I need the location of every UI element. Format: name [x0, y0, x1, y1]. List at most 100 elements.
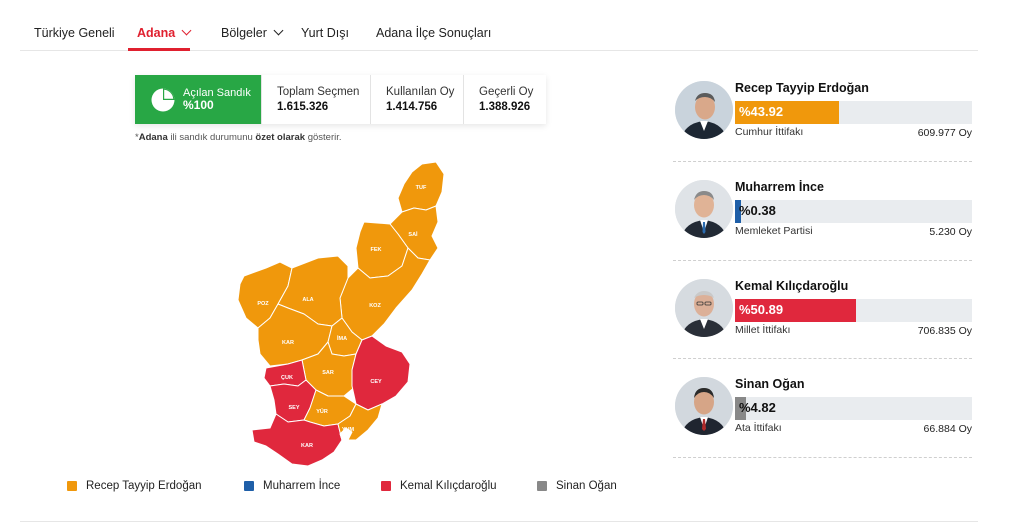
bottom-divider: [20, 521, 978, 522]
nav-tab-bolgeler-label: Bölgeler: [221, 26, 267, 40]
vote-bar-fill: [735, 299, 856, 322]
candidate-name: Sinan Oğan: [735, 377, 805, 391]
note-suffix: gösterir.: [305, 132, 342, 143]
note-emphasis: özet olarak: [255, 132, 306, 143]
person-silhouette-icon: [675, 279, 733, 337]
candidate-card[interactable]: Kemal Kılıçdaroğlu %50.89 Millet İttifak…: [673, 279, 972, 367]
candidate-divider: [673, 161, 972, 162]
legend-swatch: [67, 481, 77, 491]
stats-box: Açılan Sandık %100 Toplam Seçmen 1.615.3…: [135, 75, 546, 124]
candidate-alliance: Millet İttifakı: [735, 324, 791, 336]
vote-bar: %4.82: [735, 397, 972, 420]
vote-bar-fill: [735, 101, 839, 124]
vote-bar: %43.92: [735, 101, 972, 124]
total-voters-stat: Toplam Seçmen 1.615.326: [261, 75, 370, 124]
district-label: SEY: [288, 405, 299, 411]
candidate-alliance: Memleket Partisi: [735, 225, 813, 237]
person-silhouette-icon: [675, 81, 733, 139]
total-voters-label: Toplam Seçmen: [277, 86, 360, 98]
vote-percent: %0.38: [739, 203, 776, 218]
candidate-alliance: Ata İttifakı: [735, 422, 782, 434]
used-votes-stat: Kullanılan Oy 1.414.756: [370, 75, 463, 124]
total-voters-value: 1.615.326: [277, 101, 329, 113]
used-votes-label: Kullanılan Oy: [386, 86, 455, 98]
district-label: KAR: [282, 340, 294, 346]
district-label: TUF: [416, 185, 427, 191]
legend-swatch: [244, 481, 254, 491]
vote-bar-fill: [735, 200, 741, 223]
legend-label: Recep Tayyip Erdoğan: [86, 480, 202, 492]
legend-swatch: [381, 481, 391, 491]
active-tab-indicator: [128, 48, 190, 51]
legend-swatch: [537, 481, 547, 491]
district-label: SAİ: [408, 231, 418, 238]
candidate-name: Recep Tayyip Erdoğan: [735, 81, 869, 95]
legend-item-ince: Muharrem İnce: [244, 480, 340, 492]
vote-bar: %50.89: [735, 299, 972, 322]
district-label: ALA: [302, 297, 313, 303]
avatar: [675, 81, 733, 139]
district-label: ÇUK: [281, 375, 293, 381]
vote-percent: %50.89: [739, 302, 784, 317]
candidate-votes: 66.884 Oy: [923, 423, 972, 435]
vote-bar: %0.38: [735, 200, 972, 223]
district-label: YUM: [342, 427, 355, 433]
chevron-down-icon: [181, 25, 192, 36]
legend-label: Kemal Kılıçdaroğlu: [400, 480, 497, 492]
nav-tab-bolgeler[interactable]: Bölgeler: [221, 25, 284, 40]
valid-votes-value: 1.388.926: [479, 101, 531, 113]
pie-chart-icon: [151, 88, 175, 111]
opened-box-value: %100: [183, 98, 214, 112]
note-middle: ili sandık durumunu: [167, 132, 256, 143]
district-label: KOZ: [369, 303, 381, 309]
legend-item-kilicdaroglu: Kemal Kılıçdaroğlu: [381, 480, 497, 492]
legend-label: Muharrem İnce: [263, 480, 341, 492]
district-ceyhan[interactable]: [351, 335, 411, 411]
person-silhouette-icon: [675, 180, 733, 238]
district-label: CEY: [370, 379, 382, 385]
district-label: SAR: [322, 370, 334, 376]
adana-district-map: TUF SAİ FEK POZ ALA KOZ KAR İMA ÇUK SAR …: [237, 161, 445, 467]
district-label: YÜR: [316, 408, 328, 415]
candidate-votes: 706.835 Oy: [917, 325, 972, 337]
avatar: [675, 180, 733, 238]
district-label: KAR: [301, 443, 313, 449]
opened-box-label: Açılan Sandık: [183, 87, 251, 99]
candidate-alliance: Cumhur İttifakı: [735, 126, 804, 138]
district-label: POZ: [257, 301, 269, 307]
district-label: İMA: [337, 335, 347, 342]
nav-tab-adana[interactable]: Adana: [137, 25, 192, 40]
avatar: [675, 377, 733, 435]
candidate-divider: [673, 358, 972, 359]
chevron-down-icon: [273, 25, 284, 36]
used-votes-value: 1.414.756: [386, 101, 438, 113]
vote-bar-fill: [735, 397, 746, 420]
nav-tab-turkiye[interactable]: Türkiye Geneli: [34, 26, 115, 40]
legend-item-ogan: Sinan Oğan: [537, 480, 617, 492]
note-prefix: *: [135, 132, 139, 143]
candidate-votes: 5.230 Oy: [929, 226, 972, 238]
nav-tab-ilce-sonuclari[interactable]: Adana İlçe Sonuçları: [376, 26, 492, 40]
vote-percent: %43.92: [739, 104, 784, 119]
top-nav: Türkiye Geneli Adana Bölgeler Yurt Dışı …: [20, 14, 978, 51]
legend-item-erdogan: Recep Tayyip Erdoğan: [67, 480, 202, 492]
opened-box-stat: Açılan Sandık %100: [135, 75, 261, 124]
candidate-name: Muharrem İnce: [735, 180, 824, 194]
candidate-card[interactable]: Recep Tayyip Erdoğan %43.92 Cumhur İttif…: [673, 81, 972, 169]
district-coast-patch: [339, 427, 353, 441]
nav-tab-yurtdisi[interactable]: Yurt Dışı: [301, 26, 349, 40]
map-note: *Adana ili sandık durumunu özet olarak g…: [135, 132, 342, 143]
legend-label: Sinan Oğan: [556, 480, 617, 492]
candidate-card[interactable]: Muharrem İnce %0.38 Memleket Partisi 5.2…: [673, 180, 972, 268]
nav-tab-adana-label: Adana: [137, 26, 176, 40]
district-label: FEK: [371, 247, 382, 253]
valid-votes-stat: Geçerli Oy 1.388.926: [463, 75, 546, 124]
avatar: [675, 279, 733, 337]
valid-votes-label: Geçerli Oy: [479, 86, 534, 98]
note-city: Adana: [138, 132, 168, 143]
candidate-card[interactable]: Sinan Oğan %4.82 Ata İttifakı 66.884 Oy: [673, 377, 972, 465]
candidate-divider: [673, 260, 972, 261]
candidate-divider: [673, 457, 972, 458]
vote-percent: %4.82: [739, 400, 776, 415]
person-silhouette-icon: [675, 377, 733, 435]
